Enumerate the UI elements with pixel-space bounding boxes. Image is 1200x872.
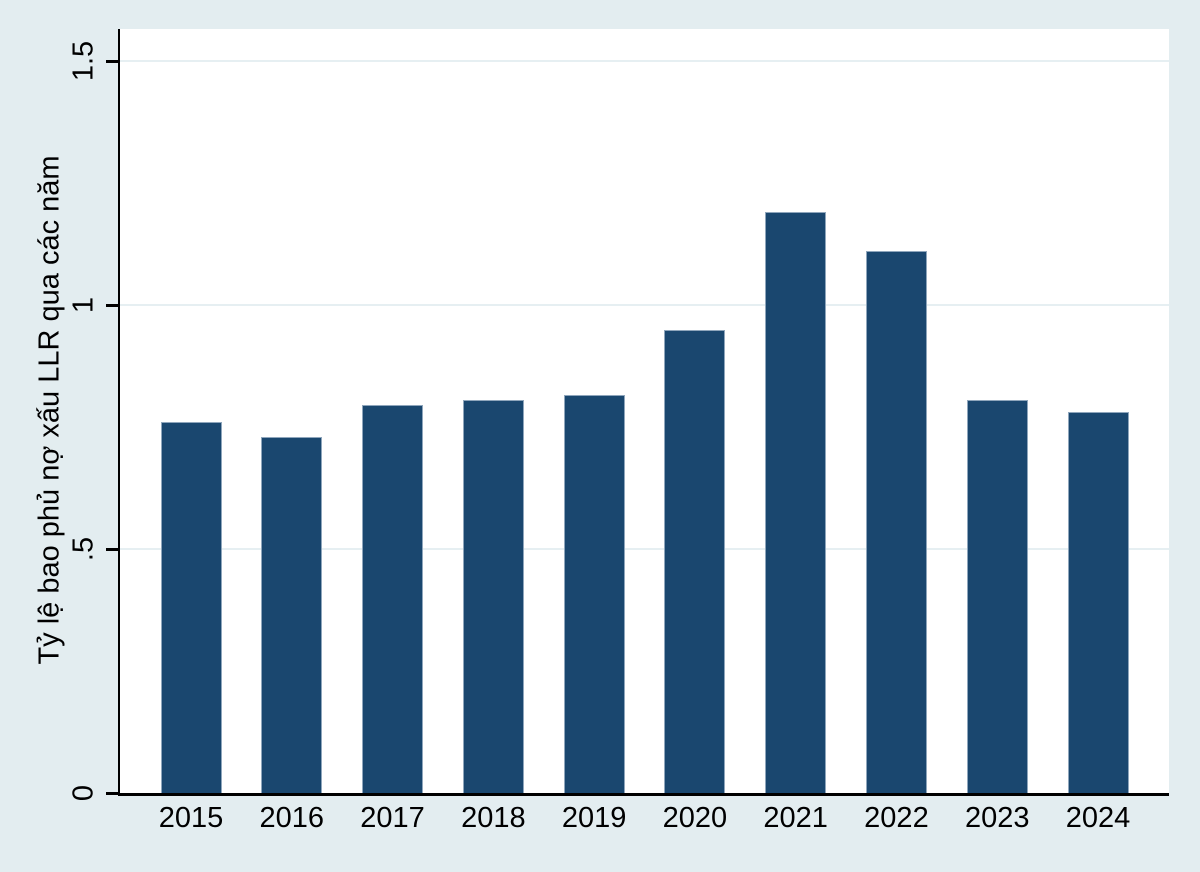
bar-2020	[664, 329, 726, 793]
x-tick-label-2015: 2015	[158, 802, 224, 834]
bar-2022	[865, 251, 927, 793]
y-tick-label: 1.5	[67, 41, 100, 82]
bar-2017	[362, 405, 424, 793]
x-tick-label-2022: 2022	[864, 802, 929, 834]
bar-2023	[966, 400, 1028, 793]
x-tick-label-2019: 2019	[561, 802, 627, 834]
bar-2018	[462, 400, 524, 793]
x-tick-label-2020: 2020	[662, 802, 728, 834]
bar-2019	[563, 395, 625, 793]
bar-2015	[160, 422, 222, 793]
y-axis-line	[117, 29, 120, 796]
y-axis-tick	[106, 303, 119, 307]
x-tick-label-2016: 2016	[259, 802, 325, 834]
y-tick-label: 1	[67, 297, 100, 314]
y-axis-tick	[106, 59, 119, 63]
y-axis-title: Tỷ lệ bao phủ nợ xấu LLR qua các năm	[33, 155, 66, 665]
y-axis-tick	[106, 547, 119, 551]
bar-2021	[765, 212, 827, 793]
x-tick-label-2021: 2021	[763, 802, 828, 834]
x-tick-label-2024: 2024	[1065, 802, 1131, 834]
bar-2024	[1067, 412, 1129, 793]
x-tick-label-2023: 2023	[964, 802, 1030, 834]
gridline	[120, 304, 1169, 307]
x-tick-label-2017: 2017	[360, 802, 425, 834]
gridline	[120, 60, 1169, 63]
y-axis-tick	[106, 791, 119, 795]
x-axis-line	[117, 793, 1169, 796]
gridline	[120, 548, 1169, 551]
y-tick-label: .5	[67, 536, 100, 562]
bar-2016	[261, 436, 323, 793]
x-tick-label-2018: 2018	[461, 802, 526, 834]
y-tick-label: 0	[67, 784, 100, 802]
